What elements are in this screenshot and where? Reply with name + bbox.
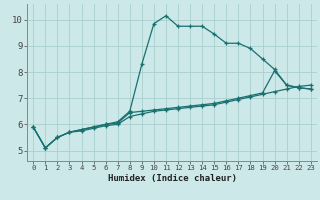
X-axis label: Humidex (Indice chaleur): Humidex (Indice chaleur) bbox=[108, 174, 236, 183]
